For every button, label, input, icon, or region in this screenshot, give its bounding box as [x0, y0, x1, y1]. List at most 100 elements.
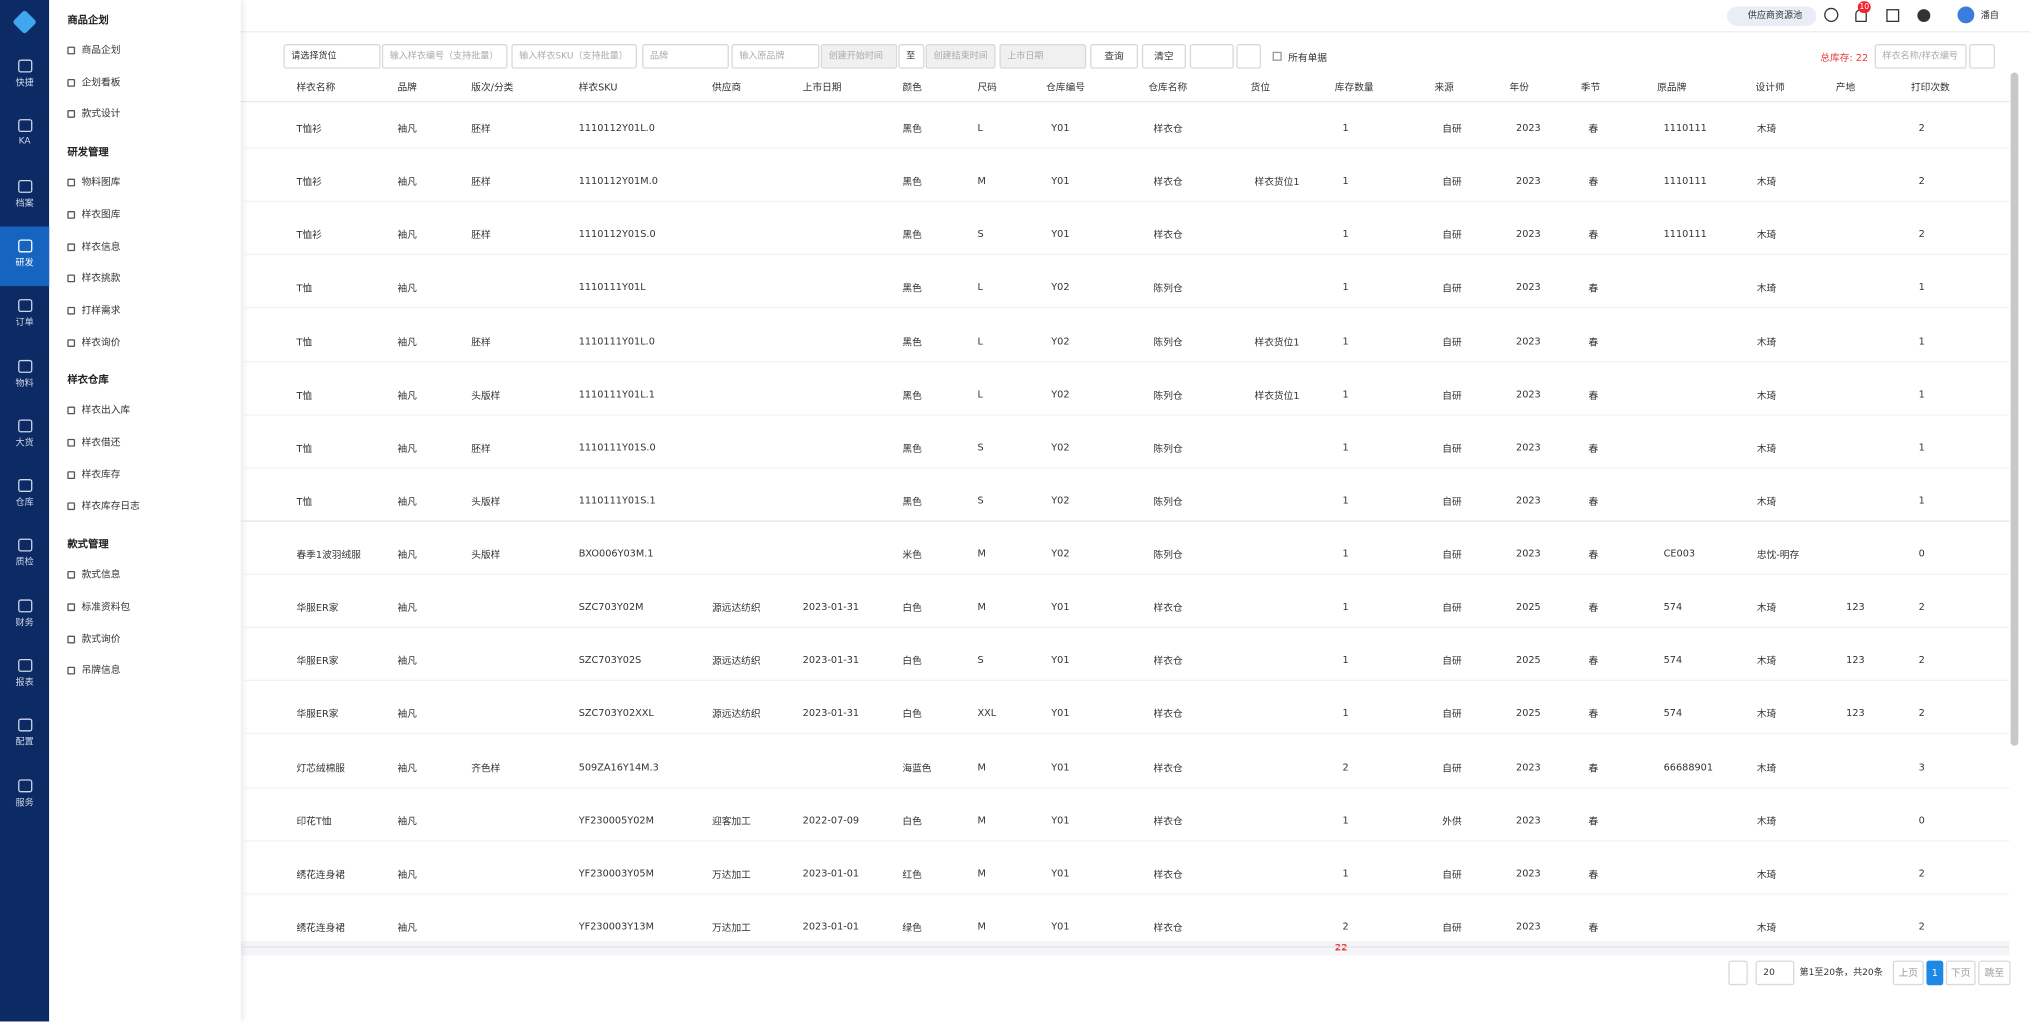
filter-button[interactable]	[1969, 44, 1996, 69]
nav-item[interactable]: 快捷	[0, 47, 49, 107]
all-docs-checkbox[interactable]	[1272, 51, 1282, 61]
nav-item[interactable]: 档案	[0, 166, 49, 226]
current-page[interactable]: 1	[1926, 960, 1944, 986]
clear-button[interactable]: 清空	[1141, 44, 1186, 69]
nav-item[interactable]: 服务	[0, 766, 49, 826]
language-icon[interactable]	[1886, 9, 1900, 23]
menu-label[interactable]: 样衣挑款	[81, 272, 121, 284]
menu-item[interactable]: 样衣库存	[67, 467, 120, 481]
column-header[interactable]: 版次/分类	[471, 81, 514, 94]
brand-input[interactable]: 品牌	[642, 44, 729, 69]
column-header[interactable]: 年份	[1509, 81, 1529, 94]
menu-label[interactable]: 样衣借还	[81, 436, 121, 448]
user-name[interactable]: 潘自	[1980, 10, 1999, 21]
nav-item[interactable]: 财务	[0, 586, 49, 646]
column-header[interactable]: 打印次数	[1910, 81, 1950, 94]
sample-no-input[interactable]: 输入样衣编号（支持批量）	[381, 44, 508, 69]
location-select[interactable]: 请选择货位	[283, 44, 381, 69]
nav-item[interactable]: 大货	[0, 406, 49, 466]
nav-item[interactable]: KA	[0, 107, 49, 167]
menu-label[interactable]: 打样需求	[81, 304, 121, 316]
nav-item[interactable]: 仓库	[0, 466, 49, 526]
menu-item[interactable]: 款式询价	[67, 631, 120, 645]
scrollbar[interactable]	[2010, 72, 2019, 746]
column-header[interactable]: 颜色	[902, 81, 922, 94]
menu-label[interactable]: 样衣库存	[81, 468, 121, 480]
menu-item[interactable]: 款式设计	[67, 107, 120, 121]
table-cell: YF230005Y02M	[578, 813, 654, 826]
table-cell: 袖凡	[397, 495, 417, 508]
menu-label[interactable]: 样衣图库	[81, 208, 121, 220]
original-brand-input[interactable]: 输入原品牌	[731, 44, 820, 69]
menu-label[interactable]: 商品企划	[81, 44, 121, 56]
sample-sku-input[interactable]: 输入样衣SKU（支持批量）	[511, 44, 637, 69]
menu-item[interactable]: 样衣询价	[67, 335, 120, 349]
menu-label[interactable]: 样衣询价	[81, 336, 121, 348]
menu-item[interactable]: 样衣库存日志	[67, 499, 140, 513]
settings-button[interactable]	[1728, 960, 1748, 986]
menu-label[interactable]: 样衣出入库	[81, 404, 131, 416]
launch-date-input[interactable]: 上市日期	[999, 44, 1087, 69]
table-row	[240, 573, 2010, 575]
page-size-select[interactable]: 20	[1755, 960, 1795, 986]
supplier-pool-button[interactable]: 供应商资源池	[1727, 6, 1817, 26]
menu-item[interactable]: 款式信息	[67, 567, 120, 581]
column-header[interactable]: 季节	[1580, 81, 1601, 94]
menu-label[interactable]: 样衣库存日志	[81, 500, 140, 512]
menu-item[interactable]: 商品企划	[67, 43, 120, 57]
menu-label[interactable]: 款式询价	[81, 632, 121, 645]
menu-item[interactable]: 打样需求	[67, 303, 120, 317]
table-cell: 自研	[1442, 708, 1462, 721]
column-header[interactable]: 设计师	[1755, 81, 1785, 94]
column-header[interactable]: 货位	[1250, 81, 1271, 94]
next-page[interactable]: 下页	[1945, 960, 1976, 986]
menu-label[interactable]: 吊牌信息	[81, 664, 121, 677]
menu-label[interactable]: 款式设计	[81, 107, 121, 120]
menu-item[interactable]: 样衣挑款	[67, 271, 120, 285]
menu-item[interactable]: 标准资料包	[67, 599, 130, 613]
nav-item[interactable]: 物料	[0, 346, 49, 406]
table-cell: Y01	[1051, 760, 1070, 773]
column-header[interactable]: 仓库名称	[1148, 81, 1188, 94]
column-header[interactable]: 产地	[1835, 81, 1856, 94]
column-header[interactable]: 尺码	[977, 81, 997, 94]
menu-label[interactable]: 样衣信息	[81, 240, 121, 252]
avatar[interactable]	[1957, 6, 1975, 24]
column-header[interactable]: 上市日期	[802, 81, 842, 94]
help-icon[interactable]	[1824, 7, 1839, 23]
column-header[interactable]: 库存数量	[1334, 81, 1374, 94]
column-header[interactable]: 供应商	[712, 81, 742, 94]
column-header[interactable]: 原品牌	[1657, 81, 1687, 94]
nav-item[interactable]: 配置	[0, 706, 49, 766]
menu-item[interactable]: 企划看板	[67, 75, 120, 89]
export-button[interactable]	[1189, 44, 1234, 69]
search-input[interactable]: 样衣名称/样衣编号	[1874, 44, 1967, 69]
nav-item[interactable]: 研发	[0, 226, 50, 286]
nav-item[interactable]: 订单	[0, 286, 49, 346]
menu-label[interactable]: 企划看板	[81, 75, 121, 88]
nav-item[interactable]: 质检	[0, 526, 49, 586]
menu-item[interactable]: 样衣信息	[67, 239, 120, 253]
menu-item[interactable]: 样衣借还	[67, 435, 120, 449]
print-button[interactable]	[1236, 44, 1261, 69]
column-header[interactable]: 样衣名称	[296, 81, 336, 94]
menu-item[interactable]: 物料图库	[67, 175, 120, 189]
menu-label[interactable]: 物料图库	[81, 176, 121, 188]
start-date-input[interactable]: 创建开始时间	[820, 44, 898, 69]
menu-item[interactable]: 吊牌信息	[67, 663, 120, 677]
nav-item[interactable]: 报表	[0, 646, 49, 706]
theme-icon[interactable]	[1917, 9, 1931, 23]
jump-button[interactable]: 跳至	[1978, 960, 2011, 986]
menu-label[interactable]: 款式信息	[81, 568, 121, 581]
menu-item[interactable]: 样衣图库	[67, 207, 120, 221]
end-date-input[interactable]: 创建结束时间	[925, 44, 996, 69]
column-header[interactable]: 仓库编号	[1046, 81, 1085, 94]
menu-label[interactable]: 标准资料包	[81, 600, 131, 613]
all-docs-label[interactable]: 所有单据	[1288, 51, 1328, 64]
query-button[interactable]: 查询	[1090, 44, 1138, 69]
menu-item[interactable]: 样衣出入库	[67, 403, 130, 417]
column-header[interactable]: 品牌	[397, 81, 417, 94]
column-header[interactable]: 来源	[1434, 81, 1454, 94]
prev-page[interactable]: 上页	[1892, 960, 1924, 986]
column-header[interactable]: 样衣SKU	[578, 81, 618, 94]
